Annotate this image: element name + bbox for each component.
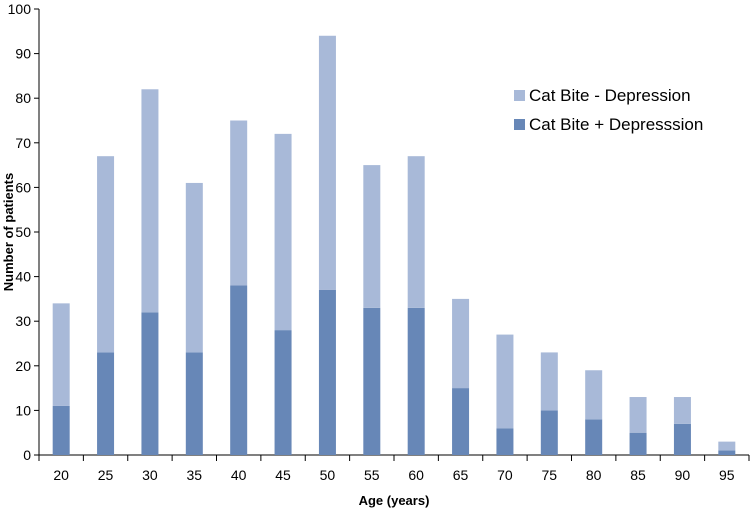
y-tick-label: 60 xyxy=(15,179,31,195)
y-tick-label: 10 xyxy=(15,402,31,418)
bar-segment-with-depression xyxy=(52,405,70,455)
y-tick-label: 30 xyxy=(15,313,31,329)
bar-segment-with-depression xyxy=(185,352,203,455)
bar-segment-with-depression xyxy=(452,388,470,455)
bar-segment-without-depression xyxy=(718,441,736,451)
bar-segment-with-depression xyxy=(540,410,558,455)
x-tick-label: 45 xyxy=(275,467,291,483)
y-tick-label: 40 xyxy=(15,269,31,285)
ticks-layer: 0 10 20 30 40 50 60 70 80 90 100 20 25 30 35 40 45 50 55 60… xyxy=(8,1,750,483)
bar-segment-without-depression xyxy=(585,370,603,420)
x-tick-label: 75 xyxy=(542,467,558,483)
legend-swatch xyxy=(514,119,525,130)
x-tick-label: 70 xyxy=(497,467,513,483)
bar-segment-without-depression xyxy=(318,35,336,290)
x-tick-label: 90 xyxy=(675,467,691,483)
x-tick-label: 20 xyxy=(53,467,69,483)
y-tick-label: 50 xyxy=(15,224,31,240)
bar-segment-without-depression xyxy=(452,298,470,389)
y-tick-label: 90 xyxy=(15,46,31,62)
legend-label: Cat Bite + Depresssion xyxy=(529,115,703,134)
x-tick-label: 35 xyxy=(187,467,203,483)
bar-segment-with-depression xyxy=(363,307,381,455)
bar-segment-without-depression xyxy=(407,156,425,308)
x-tick-label: 85 xyxy=(630,467,646,483)
bar-segment-with-depression xyxy=(141,312,159,455)
x-axis-title: Age (years) xyxy=(359,493,430,508)
bar-segment-without-depression xyxy=(141,89,159,313)
bar-segment-without-depression xyxy=(363,165,381,308)
legend: Cat Bite - Depression Cat Bite + Depresss… xyxy=(514,86,703,134)
bar-segment-with-depression xyxy=(274,330,292,455)
legend-swatch xyxy=(514,90,525,101)
y-axis-title: Number of patients xyxy=(1,173,16,291)
bar-segment-without-depression xyxy=(274,133,292,331)
x-tick-label: 95 xyxy=(719,467,735,483)
bar-segment-without-depression xyxy=(230,120,248,286)
x-tick-label: 50 xyxy=(320,467,336,483)
bars-layer xyxy=(52,35,736,455)
bar-segment-with-depression xyxy=(496,428,514,455)
bar-segment-without-depression xyxy=(496,334,514,429)
x-tick-label: 30 xyxy=(142,467,158,483)
bar-segment-without-depression xyxy=(52,303,70,406)
x-tick-label: 65 xyxy=(453,467,469,483)
x-tick-label: 80 xyxy=(586,467,602,483)
x-tick-label: 40 xyxy=(231,467,247,483)
bar-segment-without-depression xyxy=(97,156,115,353)
bar-segment-without-depression xyxy=(629,397,647,433)
bar-segment-without-depression xyxy=(185,182,203,353)
y-tick-label: 70 xyxy=(15,135,31,151)
bar-segment-with-depression xyxy=(673,423,691,455)
bar-segment-with-depression xyxy=(230,285,248,455)
x-tick-label: 55 xyxy=(364,467,380,483)
bar-segment-with-depression xyxy=(407,307,425,455)
y-tick-label: 80 xyxy=(15,90,31,106)
bar-segment-without-depression xyxy=(540,352,558,411)
y-tick-label: 0 xyxy=(23,447,31,463)
legend-label: Cat Bite - Depression xyxy=(529,86,691,105)
x-tick-label: 25 xyxy=(98,467,114,483)
bar-segment-without-depression xyxy=(673,397,691,424)
x-tick-label: 60 xyxy=(408,467,424,483)
bar-segment-with-depression xyxy=(318,289,336,455)
bar-segment-with-depression xyxy=(629,432,647,455)
bar-segment-with-depression xyxy=(718,450,736,455)
bar-segment-with-depression xyxy=(97,352,115,455)
y-tick-label: 20 xyxy=(15,358,31,374)
y-tick-label: 100 xyxy=(8,1,32,17)
bar-segment-with-depression xyxy=(585,419,603,455)
